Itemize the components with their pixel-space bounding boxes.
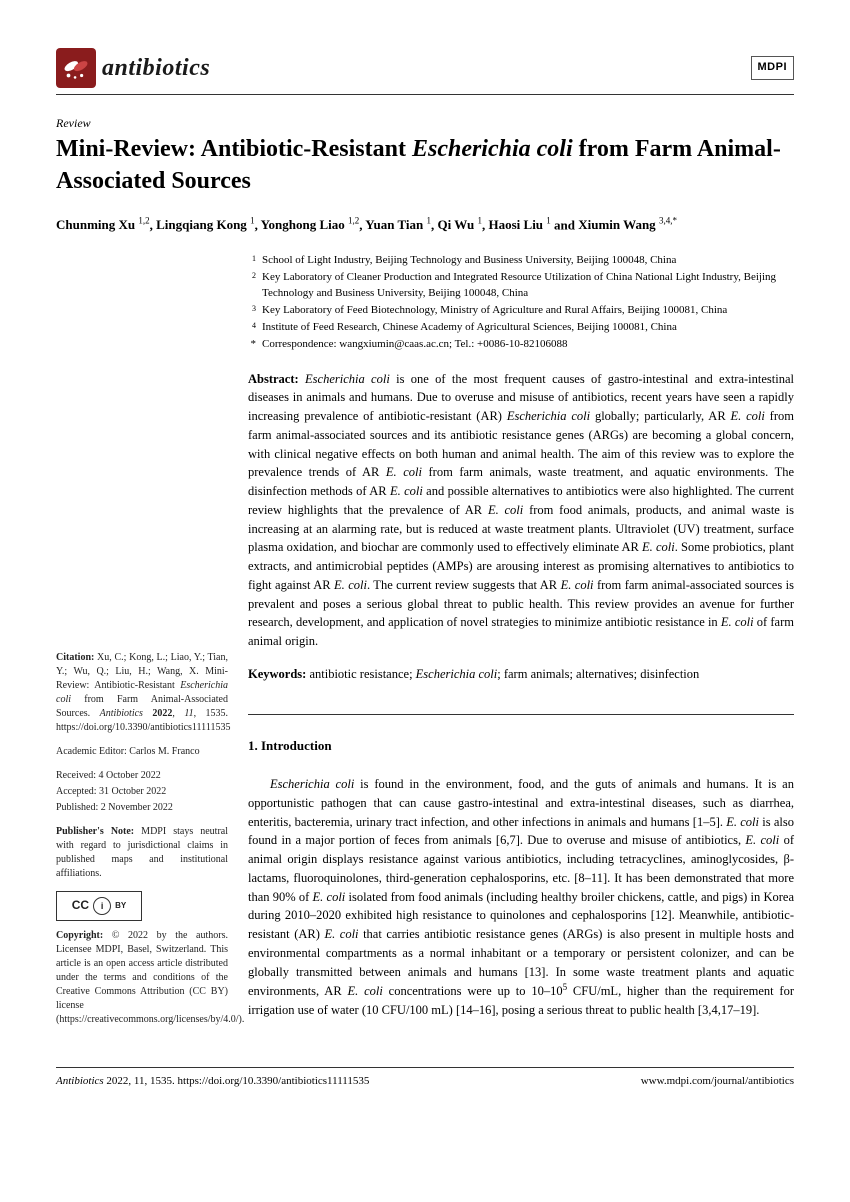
cc-by-badge-icon: CC i BY <box>56 891 142 921</box>
sidebar: Citation: Xu, C.; Kong, L.; Liao, Y.; Ti… <box>56 651 228 1037</box>
academic-editor: Academic Editor: Carlos M. Franco <box>56 745 228 759</box>
brand-rule <box>56 94 794 95</box>
citation-block: Citation: Xu, C.; Kong, L.; Liao, Y.; Ti… <box>56 651 228 735</box>
footer-right: www.mdpi.com/journal/antibiotics <box>641 1074 794 1090</box>
affiliation-row: 1School of Light Industry, Beijing Techn… <box>248 253 794 269</box>
publishers-note: Publisher's Note: MDPI stays neutral wit… <box>56 825 228 881</box>
date-received: Received: 4 October 2022 <box>56 769 228 783</box>
journal-name: antibiotics <box>102 51 210 86</box>
section-heading-intro: 1. Introduction <box>248 737 794 773</box>
authors-line: Chunming Xu 1,2, Lingqiang Kong 1, Yongh… <box>56 215 794 235</box>
intro-paragraph: Escherichia coli is found in the environ… <box>248 775 794 1037</box>
affiliation-row: 2Key Laboratory of Cleaner Production an… <box>248 270 794 302</box>
page-footer: Antibiotics 2022, 11, 1535. https://doi.… <box>56 1067 794 1090</box>
author: Haosi Liu 1 <box>488 217 550 232</box>
publisher-badge: MDPI <box>751 56 795 80</box>
abstract: Abstract: Escherichia coli is one of the… <box>248 370 794 651</box>
journal-brand: antibiotics <box>56 48 210 88</box>
affiliation-row: 3Key Laboratory of Feed Biotechnology, M… <box>248 303 794 319</box>
correspondence-row: *Correspondence: wangxiumin@caas.ac.cn; … <box>248 337 794 353</box>
title-part-1: Mini-Review: Antibiotic-Resistant <box>56 136 412 162</box>
top-bar: antibiotics MDPI <box>56 48 794 88</box>
author: Yuan Tian 1 <box>365 217 431 232</box>
article-title: Mini-Review: Antibiotic-Resistant Escher… <box>56 134 794 196</box>
affiliation-row: 4Institute of Feed Research, Chinese Aca… <box>248 320 794 336</box>
date-published: Published: 2 November 2022 <box>56 801 228 815</box>
author: Xiumin Wang 3,4,* <box>578 217 677 232</box>
author: Chunming Xu 1,2 <box>56 217 150 232</box>
author: Qi Wu 1 <box>438 217 482 232</box>
title-italic: Escherichia coli <box>412 136 573 162</box>
date-accepted: Accepted: 31 October 2022 <box>56 785 228 799</box>
article-type: Review <box>56 115 794 132</box>
footer-left: Antibiotics 2022, 11, 1535. https://doi.… <box>56 1074 369 1090</box>
author: Yonghong Liao 1,2 <box>261 217 360 232</box>
journal-logo-icon <box>56 48 96 88</box>
copyright-block: Copyright: © 2022 by the authors. Licens… <box>56 929 228 1027</box>
keywords: Keywords: antibiotic resistance; Escheri… <box>248 665 794 715</box>
affiliations: 1School of Light Industry, Beijing Techn… <box>248 253 794 354</box>
author: Lingqiang Kong 1 <box>156 217 254 232</box>
